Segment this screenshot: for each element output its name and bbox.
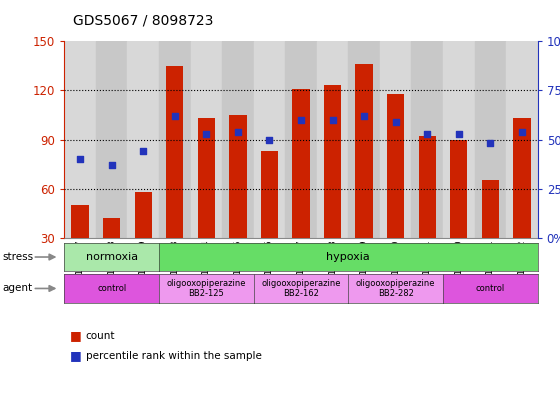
Bar: [103, 218, 120, 238]
Text: control: control: [475, 284, 505, 293]
Bar: [324, 85, 341, 238]
Text: control: control: [97, 284, 127, 293]
Text: oligooxopiperazine
BB2-282: oligooxopiperazine BB2-282: [356, 279, 435, 298]
Bar: [198, 118, 215, 238]
Text: hypoxia: hypoxia: [326, 252, 370, 262]
Point: [108, 162, 116, 168]
Bar: [380, 41, 412, 238]
Point: [423, 130, 432, 137]
Bar: [285, 41, 317, 238]
Bar: [482, 180, 499, 238]
Bar: [128, 41, 159, 238]
Text: oligooxopiperazine
BB2-162: oligooxopiperazine BB2-162: [262, 279, 340, 298]
Point: [297, 117, 306, 123]
Bar: [506, 41, 538, 238]
Point: [328, 117, 337, 123]
Text: normoxia: normoxia: [86, 252, 138, 262]
Bar: [387, 94, 404, 238]
Bar: [159, 41, 190, 238]
Bar: [418, 136, 436, 238]
Bar: [317, 41, 348, 238]
Point: [202, 130, 211, 137]
Bar: [450, 140, 468, 238]
Text: ■: ■: [70, 349, 86, 362]
Bar: [348, 41, 380, 238]
Bar: [474, 41, 506, 238]
Bar: [134, 192, 152, 238]
Point: [517, 129, 526, 135]
Point: [265, 136, 274, 143]
Bar: [222, 41, 254, 238]
Text: count: count: [86, 331, 115, 341]
Bar: [443, 41, 474, 238]
Bar: [229, 115, 246, 238]
Bar: [513, 118, 530, 238]
Point: [454, 130, 463, 137]
Point: [391, 119, 400, 125]
Text: stress: stress: [3, 252, 34, 262]
Bar: [254, 41, 285, 238]
Point: [486, 140, 495, 147]
Bar: [190, 41, 222, 238]
Point: [170, 113, 179, 119]
Text: agent: agent: [3, 283, 33, 294]
Bar: [64, 41, 96, 238]
Text: oligooxopiperazine
BB2-125: oligooxopiperazine BB2-125: [167, 279, 246, 298]
Bar: [412, 41, 443, 238]
Bar: [356, 64, 373, 238]
Point: [139, 148, 148, 154]
Bar: [292, 89, 310, 238]
Bar: [96, 41, 128, 238]
Bar: [72, 205, 89, 238]
Text: ■: ■: [70, 329, 86, 343]
Text: GDS5067 / 8098723: GDS5067 / 8098723: [73, 14, 213, 28]
Bar: [261, 151, 278, 238]
Point: [76, 156, 85, 162]
Text: percentile rank within the sample: percentile rank within the sample: [86, 351, 262, 361]
Point: [360, 113, 368, 119]
Point: [234, 129, 242, 135]
Bar: [166, 66, 184, 238]
